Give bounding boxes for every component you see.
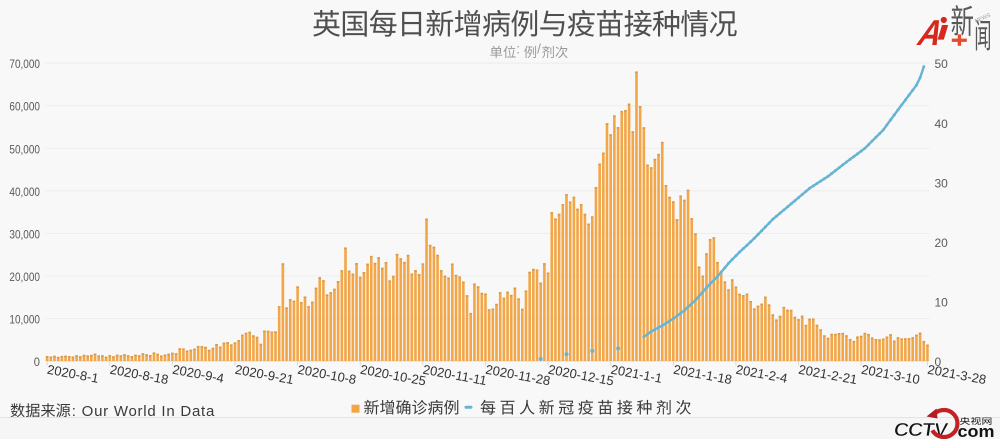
svg-text:0: 0: [34, 355, 40, 369]
svg-text:20: 20: [935, 236, 949, 250]
svg-text:/: /: [537, 42, 541, 57]
svg-text:10,000: 10,000: [9, 313, 40, 327]
svg-text:30,000: 30,000: [9, 227, 40, 241]
svg-text:0: 0: [935, 355, 942, 369]
svg-text:40,000: 40,000: [9, 185, 40, 199]
svg-text:20,000: 20,000: [9, 270, 40, 284]
svg-text:30: 30: [935, 176, 949, 190]
svg-text:: Our World In Data: : Our World In Data: [72, 403, 215, 420]
svg-text:60,000: 60,000: [9, 100, 40, 114]
svg-text:70,000: 70,000: [9, 57, 40, 71]
svg-text:com: com: [958, 422, 995, 439]
svg-text:10: 10: [935, 295, 949, 309]
svg-text:40: 40: [935, 117, 949, 131]
svg-text:50,000: 50,000: [9, 142, 40, 156]
svg-text:50: 50: [935, 57, 949, 71]
svg-text::: :: [516, 42, 520, 57]
